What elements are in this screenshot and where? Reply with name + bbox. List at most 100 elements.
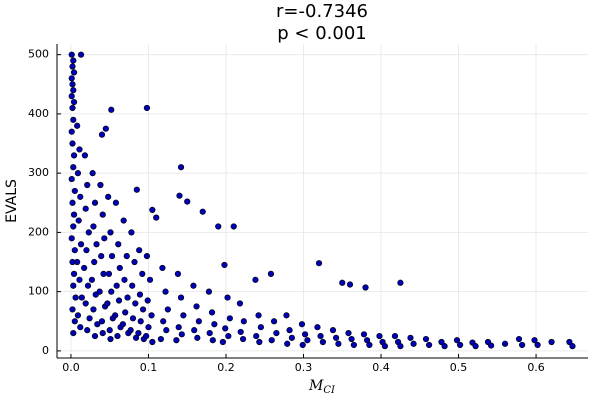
point [224,294,231,301]
y-axis-label: EVALS [4,179,20,223]
point [164,306,171,313]
point [143,332,150,340]
point [97,181,104,189]
x-tick-label: 0.2 [217,361,235,374]
point [240,318,247,325]
point [226,315,233,322]
point [76,146,83,153]
point [70,282,77,289]
point [335,340,342,347]
point [273,330,280,337]
point [157,335,164,343]
point [256,338,263,346]
point [86,315,93,322]
point [128,229,135,236]
point [101,235,108,242]
point [139,270,146,277]
point [91,199,99,206]
point [77,193,84,200]
point [219,338,226,346]
point [68,51,75,58]
point [329,327,337,334]
point [129,282,136,289]
point [78,294,85,301]
point [71,187,78,195]
x-tick-label: 0.1 [140,361,158,374]
point [515,335,523,343]
point [222,325,229,332]
point [84,327,91,334]
point [120,217,127,224]
point [239,335,247,343]
point [143,252,151,260]
point [162,288,169,295]
point [131,258,138,266]
point [178,331,185,338]
point [255,312,262,319]
point [397,279,404,286]
point [397,343,404,350]
point [99,330,106,337]
point [176,192,183,199]
point [70,211,78,218]
point [96,288,103,295]
point [422,335,430,343]
point [195,318,202,325]
point [91,332,99,340]
point [114,332,121,340]
point [284,340,291,347]
point [163,327,170,334]
point [534,341,541,349]
point [317,332,324,340]
point [74,258,81,266]
point [191,327,198,334]
point [407,334,414,341]
point [70,152,78,159]
point [68,175,75,183]
point [472,343,479,350]
point [82,205,89,212]
point [175,324,182,331]
point [102,125,109,132]
point [148,312,155,319]
point [69,199,76,206]
point [488,342,495,349]
y-tick-label: 300 [28,166,49,179]
y-tick-label: 0 [42,344,49,357]
point [77,51,85,58]
point [237,328,244,336]
point [70,270,78,277]
point [69,63,76,70]
point [215,223,222,230]
point [199,208,206,215]
y-tick-label: 500 [28,48,49,61]
point [225,332,232,340]
x-axis-label-main: M [308,378,324,394]
point [339,279,346,286]
point [438,338,445,346]
point [113,282,120,289]
point [68,235,75,242]
point [107,335,114,343]
point [100,270,107,277]
point [119,321,126,328]
point [143,104,151,112]
point [71,318,78,325]
point [90,306,97,313]
point [99,211,106,218]
point [135,330,142,337]
point [106,327,113,334]
point [299,341,306,349]
point [137,318,144,325]
point [70,116,77,123]
point [174,270,182,277]
point [82,300,89,307]
point [72,294,79,301]
point [83,247,90,254]
point [348,335,355,343]
point [288,334,295,341]
point [84,282,92,289]
x-axis-label: MCI [308,378,336,396]
point [115,241,122,248]
y-tick-label: 200 [28,225,49,238]
